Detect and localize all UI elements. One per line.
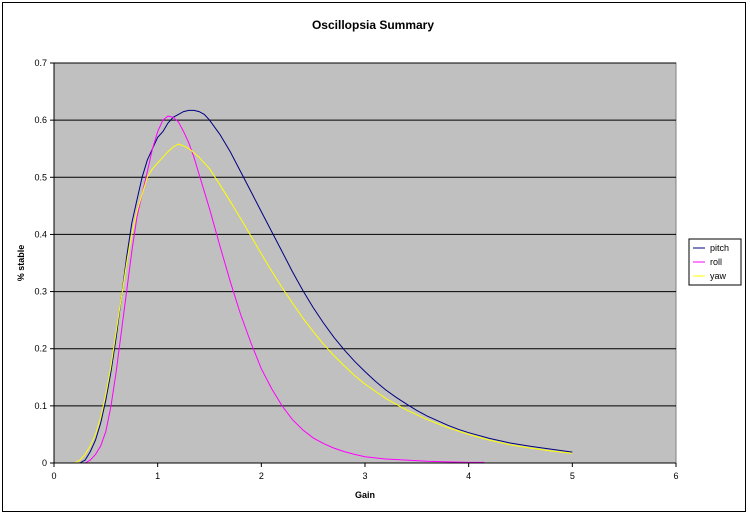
y-tick-label: 0.3 [34,287,47,297]
y-tick-label: 0.7 [34,58,47,68]
legend-label-pitch: pitch [710,243,729,253]
x-tick-label: 5 [570,471,575,481]
y-tick-labels: 0 0.1 0.2 0.3 0.4 0.5 0.6 0.7 [34,58,47,468]
x-tick-label: 0 [51,471,56,481]
x-tick-label: 6 [673,471,678,481]
axes [50,62,677,467]
y-axis-label: % stable [16,245,26,282]
y-tick-label: 0.6 [34,115,47,125]
series-layer [74,109,573,464]
y-tick-label: 0.4 [34,229,47,239]
gridlines [54,62,676,407]
series-line-roll [84,115,485,464]
y-tick-label: 0.5 [34,172,47,182]
legend-label-yaw: yaw [710,271,727,281]
x-tick-label: 2 [259,471,264,481]
x-tick-label: 4 [466,471,471,481]
x-tick-label: 3 [362,471,367,481]
y-tick-label: 0.2 [34,344,47,354]
series-line-pitch [79,109,573,464]
y-tick-label: 0.1 [34,401,47,411]
series-line-yaw [74,143,573,464]
x-axis-label: Gain [355,490,375,500]
chart-title: Oscillopsia Summary [312,18,434,32]
plot-area [53,62,677,464]
x-tick-label: 1 [155,471,160,481]
y-tick-label: 0 [42,458,47,468]
legend: pitch roll yaw [688,238,742,286]
legend-label-roll: roll [710,257,722,267]
x-tick-labels: 0 1 2 3 4 5 6 [51,471,678,481]
